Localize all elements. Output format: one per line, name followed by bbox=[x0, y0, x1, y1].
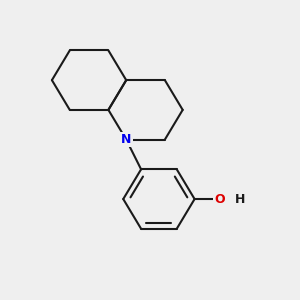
Text: N: N bbox=[121, 133, 131, 146]
Text: H: H bbox=[235, 193, 245, 206]
Text: O: O bbox=[214, 193, 225, 206]
